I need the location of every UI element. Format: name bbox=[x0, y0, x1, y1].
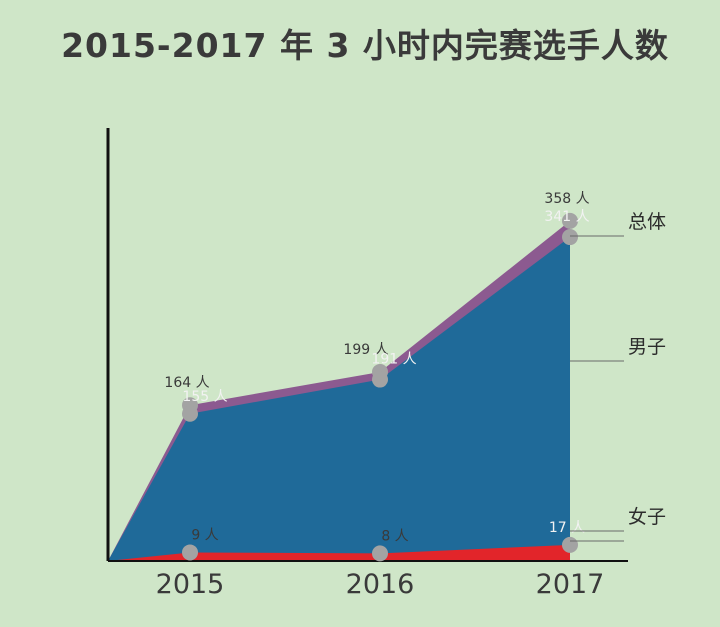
value-labels: 164 人 199 人 358 人 155 人 191 人 341 人 9 人 8 人 17 人 bbox=[164, 191, 589, 545]
x-tick-2016: 2016 bbox=[346, 569, 415, 600]
value-label-women-2015: 9 人 bbox=[191, 527, 218, 543]
x-axis-ticks: 2015 2016 2017 bbox=[156, 569, 605, 600]
value-label-women-2017: 17 人 bbox=[549, 520, 585, 536]
marker-total-2017 bbox=[562, 212, 578, 229]
value-label-women-2016: 8 人 bbox=[381, 528, 408, 544]
marker-men-2015 bbox=[182, 405, 198, 422]
chart-markers bbox=[182, 212, 578, 562]
legend-label-men: 男子 bbox=[628, 336, 666, 358]
marker-women-2016 bbox=[372, 545, 388, 562]
chart-areas bbox=[108, 220, 570, 562]
legend-label-women: 女子 bbox=[628, 506, 666, 528]
value-label-men-2016: 191 人 bbox=[371, 352, 416, 368]
value-label-men-2015: 155 人 bbox=[182, 389, 227, 405]
legend-label-total: 总体 bbox=[628, 211, 666, 233]
area-men bbox=[108, 237, 570, 562]
marker-women-2015 bbox=[182, 544, 198, 561]
value-label-men-2017: 341 人 bbox=[544, 209, 589, 225]
x-tick-2015: 2015 bbox=[156, 569, 225, 600]
marker-women-2017 bbox=[562, 536, 578, 553]
chart-axes bbox=[106, 128, 628, 562]
value-label-total-2015: 164 人 bbox=[164, 375, 209, 391]
x-tick-2017: 2017 bbox=[536, 569, 605, 600]
marker-men-2017 bbox=[562, 229, 578, 246]
value-label-total-2016: 199 人 bbox=[343, 342, 388, 358]
chart-title: 2015-2017 年 3 小时内完赛选手人数 bbox=[61, 26, 669, 65]
area-women bbox=[108, 544, 570, 561]
marker-men-2016 bbox=[372, 371, 388, 388]
value-label-total-2017: 358 人 bbox=[544, 191, 589, 207]
